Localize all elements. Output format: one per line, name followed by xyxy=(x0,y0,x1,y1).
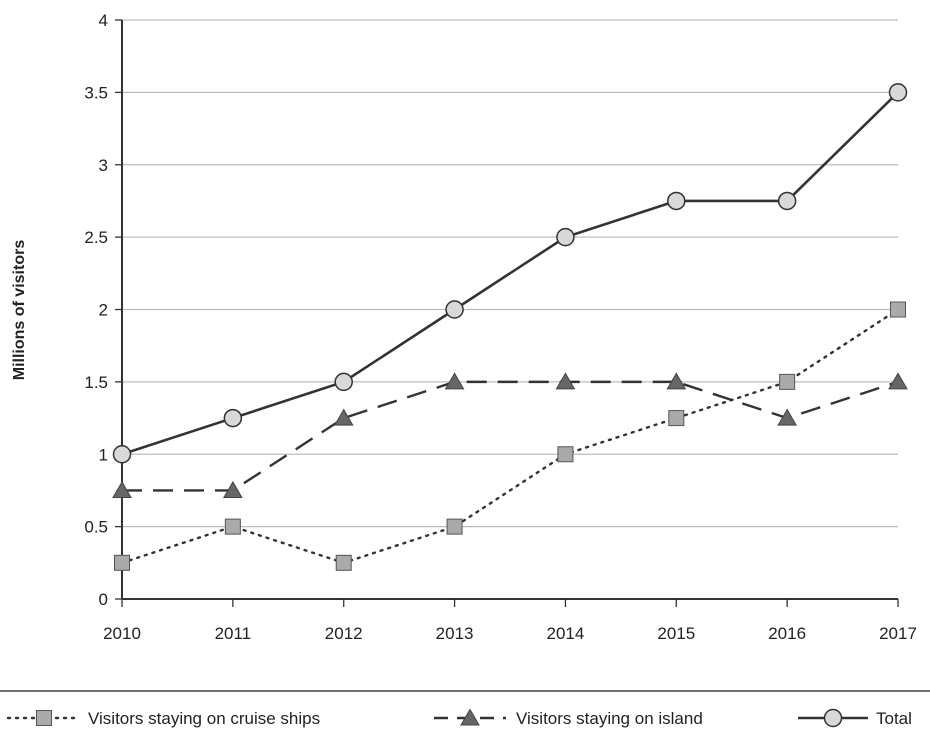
x-tick-label: 2014 xyxy=(547,624,585,643)
legend-marker xyxy=(36,710,52,726)
legend-marker xyxy=(460,708,480,726)
data-point xyxy=(890,301,906,318)
series xyxy=(112,83,908,571)
x-tick-label: 2017 xyxy=(879,624,917,643)
y-tick-label: 1.5 xyxy=(84,373,108,392)
y-tick-label: 0.5 xyxy=(84,518,108,537)
data-point xyxy=(222,480,243,498)
data-point xyxy=(667,191,686,211)
data-point xyxy=(779,373,796,390)
legend-item: Visitors staying on cruise ships xyxy=(6,709,320,728)
data-point xyxy=(888,372,908,390)
data-point xyxy=(557,446,574,463)
series-line xyxy=(121,91,899,456)
data-point xyxy=(112,445,132,464)
series-circle xyxy=(112,83,908,464)
data-point xyxy=(334,372,353,392)
legend-item: Total xyxy=(798,708,912,728)
data-point xyxy=(445,300,464,319)
x-tick-label: 2010 xyxy=(103,624,141,643)
y-tick-label: 2 xyxy=(99,301,108,320)
data-point xyxy=(223,408,243,428)
legend-marker xyxy=(823,708,843,728)
legend: Visitors staying on cruise ships Visitors… xyxy=(0,690,930,728)
series-square xyxy=(114,301,906,571)
series-line xyxy=(120,308,900,565)
y-axis-label: Millions of visitors xyxy=(11,240,28,381)
y-tick-label: 3.5 xyxy=(84,83,108,102)
x-tick-label: 2015 xyxy=(657,624,695,643)
x-tick-label: 2011 xyxy=(215,624,252,643)
legend-label: Visitors staying on cruise ships xyxy=(88,709,320,728)
data-point xyxy=(112,480,132,498)
x-tick-label: 2012 xyxy=(325,624,363,643)
legend-label: Visitors staying on island xyxy=(516,709,703,728)
series-line xyxy=(122,380,899,492)
data-point xyxy=(555,372,576,390)
data-point xyxy=(556,227,575,247)
y-tick-label: 2.5 xyxy=(84,228,108,247)
y-tick-label: 0 xyxy=(99,590,108,609)
data-point xyxy=(444,372,465,390)
x-tick-label: 2016 xyxy=(768,624,806,643)
data-point xyxy=(114,554,130,571)
y-tick-label: 4 xyxy=(99,11,108,30)
legend-item: Visitors staying on island xyxy=(434,708,703,728)
data-point xyxy=(777,408,798,426)
data-point xyxy=(333,408,354,426)
y-tick-label: 3 xyxy=(99,156,108,175)
data-point xyxy=(668,410,685,427)
data-point xyxy=(888,83,908,102)
data-point xyxy=(777,191,797,211)
data-point xyxy=(666,372,687,390)
data-point xyxy=(224,518,241,535)
y-tick-label: 1 xyxy=(99,445,108,464)
legend-label: Total xyxy=(876,709,912,728)
series-triangle xyxy=(112,372,908,498)
x-tick-label: 2013 xyxy=(436,624,474,643)
data-point xyxy=(335,554,352,571)
axes: 0 0.5 1 1.5 2 2.5 3 3.5 4 2010 2011 2012 2013 2014 201… xyxy=(84,11,917,643)
data-point xyxy=(446,518,463,535)
